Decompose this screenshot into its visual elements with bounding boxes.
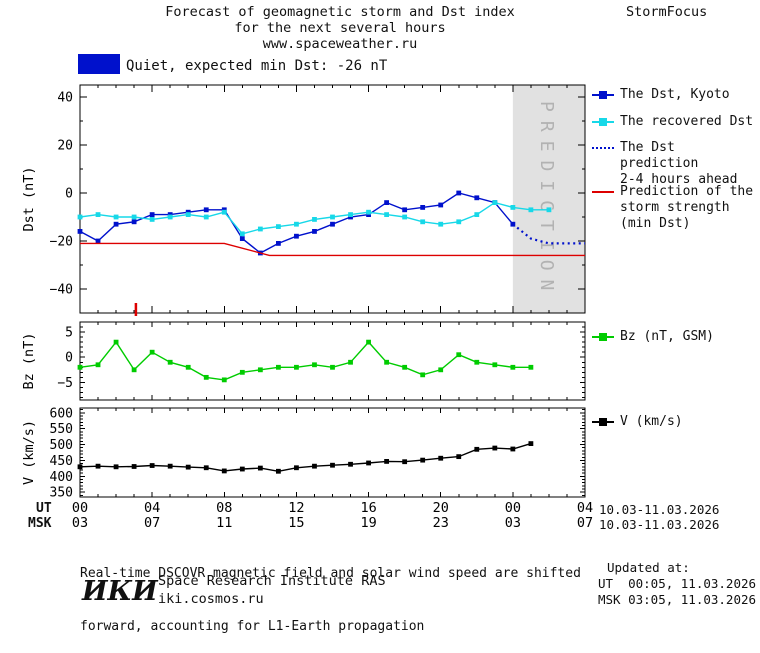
iki-logo: ИКИ	[82, 576, 158, 607]
forecast-chart: PREDICTION −40 −20 0 20 40 Dst (nT) −5 0 5 Bz (nT)…	[21, 84, 593, 531]
msk-date-range: 10.03-11.03.2026	[599, 517, 720, 532]
legend-recovered-dst: The recovered Dst	[592, 114, 753, 130]
legend-storm-line2: storm strength	[620, 200, 730, 215]
updated-label: Updated at:	[607, 560, 690, 575]
svg-text:15: 15	[288, 515, 304, 531]
legend-dst-kyoto: The Dst, Kyoto	[592, 87, 730, 103]
svg-text:00: 00	[72, 500, 88, 516]
svg-text:−40: −40	[50, 283, 73, 298]
dst-ylabel: Dst (nT)	[21, 166, 37, 231]
svg-text:0: 0	[65, 351, 73, 366]
status-label: Quiet, expected min Dst: -26 nT	[126, 58, 388, 74]
title-line-2: for the next several hours	[234, 20, 446, 36]
legend-v: V (km/s)	[592, 414, 683, 430]
footer-note-line1: Real-time DSCOVR magnetic field and sola…	[80, 566, 581, 581]
institute-name: Space Research Institute RAS	[158, 573, 386, 589]
svg-text:11: 11	[216, 515, 232, 531]
svg-text:07: 07	[577, 515, 593, 531]
recovered-dst-markers	[77, 200, 552, 237]
dst-panel: PREDICTION −40 −20 0 20 40 Dst (nT)	[21, 84, 586, 316]
svg-text:07: 07	[144, 515, 160, 531]
dst-kyoto-marker-icon	[592, 90, 614, 100]
legend-bz: Bz (nT, GSM)	[592, 329, 714, 345]
svg-text:16: 16	[360, 500, 376, 516]
svg-text:450: 450	[50, 454, 73, 469]
svg-text:−20: −20	[50, 235, 73, 250]
v-line	[79, 442, 532, 473]
legend-storm-line1: Prediction of the	[620, 184, 754, 199]
legend-v-label: V (km/s)	[620, 414, 683, 429]
v-marker-icon	[592, 417, 614, 427]
footer-note-line2: forward, accounting for L1-Earth propaga…	[80, 618, 425, 634]
legend-storm-strength: Prediction of the storm strength (min Ds…	[592, 184, 753, 232]
svg-text:20: 20	[57, 139, 73, 154]
svg-text:550: 550	[50, 422, 73, 437]
svg-text:04: 04	[144, 500, 160, 516]
svg-text:04: 04	[577, 500, 593, 516]
storm-strength-line	[80, 242, 585, 257]
title-line-1: Forecast of geomagnetic storm and Dst in…	[165, 4, 515, 20]
brand-label: StormFocus	[626, 4, 708, 20]
bz-marker-icon	[592, 332, 614, 342]
svg-text:19: 19	[360, 515, 376, 531]
svg-text:03: 03	[72, 515, 88, 531]
svg-text:−5: −5	[57, 376, 73, 391]
prediction-band-label: PREDICTION	[536, 101, 557, 299]
legend-dst-prediction-line1: The Dst prediction	[620, 140, 699, 171]
legend-storm-strength-label: Prediction of the storm strength (min Ds…	[620, 184, 753, 232]
bz-ylabel: Bz (nT)	[21, 333, 37, 390]
v-ylabel: V (km/s)	[21, 420, 37, 485]
svg-text:5: 5	[65, 326, 73, 341]
svg-text:03: 03	[505, 515, 521, 531]
bz-markers	[77, 339, 534, 383]
svg-text:0: 0	[65, 187, 73, 202]
status-swatch	[78, 54, 120, 74]
bz-line	[79, 340, 531, 381]
svg-text:00: 00	[505, 500, 521, 516]
svg-text:400: 400	[50, 470, 73, 485]
svg-text:350: 350	[50, 486, 73, 501]
svg-text:500: 500	[50, 438, 73, 453]
updated-ut: UT 00:05, 11.03.2026	[598, 576, 757, 591]
legend-dst-kyoto-label: The Dst, Kyoto	[620, 87, 730, 102]
prediction-band	[512, 85, 585, 313]
svg-text:40: 40	[57, 91, 73, 106]
ut-date-range: 10.03-11.03.2026	[599, 502, 720, 517]
dst-prediction-marker-icon	[592, 143, 614, 153]
v-markers	[77, 441, 534, 474]
site-url: www.spaceweather.ru	[262, 36, 418, 52]
legend-dst-prediction: The Dst prediction 2-4 hours ahead	[592, 140, 760, 188]
bz-panel: −5 0 5 Bz (nT)	[21, 321, 586, 401]
storm-strength-marker-icon	[592, 187, 614, 197]
svg-text:600: 600	[50, 406, 73, 421]
ut-axis-label: UT	[36, 501, 52, 516]
legend-recovered-dst-label: The recovered Dst	[620, 114, 754, 129]
msk-axis-label: MSK	[28, 516, 52, 531]
updated-msk: MSK 03:05, 11.03.2026	[598, 592, 757, 607]
svg-text:08: 08	[216, 500, 232, 516]
svg-text:12: 12	[288, 500, 304, 516]
svg-text:23: 23	[433, 515, 449, 531]
legend-dst-prediction-line2: 2-4 hours ahead	[620, 172, 738, 187]
svg-text:20: 20	[433, 500, 449, 516]
chart-header: Forecast of geomagnetic storm and Dst in…	[60, 4, 620, 52]
legend-dst-prediction-label: The Dst prediction 2-4 hours ahead	[620, 140, 760, 188]
legend-bz-label: Bz (nT, GSM)	[620, 329, 714, 344]
institute-site: iki.cosmos.ru	[158, 591, 264, 607]
legend-storm-line3: (min Dst)	[620, 216, 691, 231]
recovered-dst-marker-icon	[592, 117, 614, 127]
